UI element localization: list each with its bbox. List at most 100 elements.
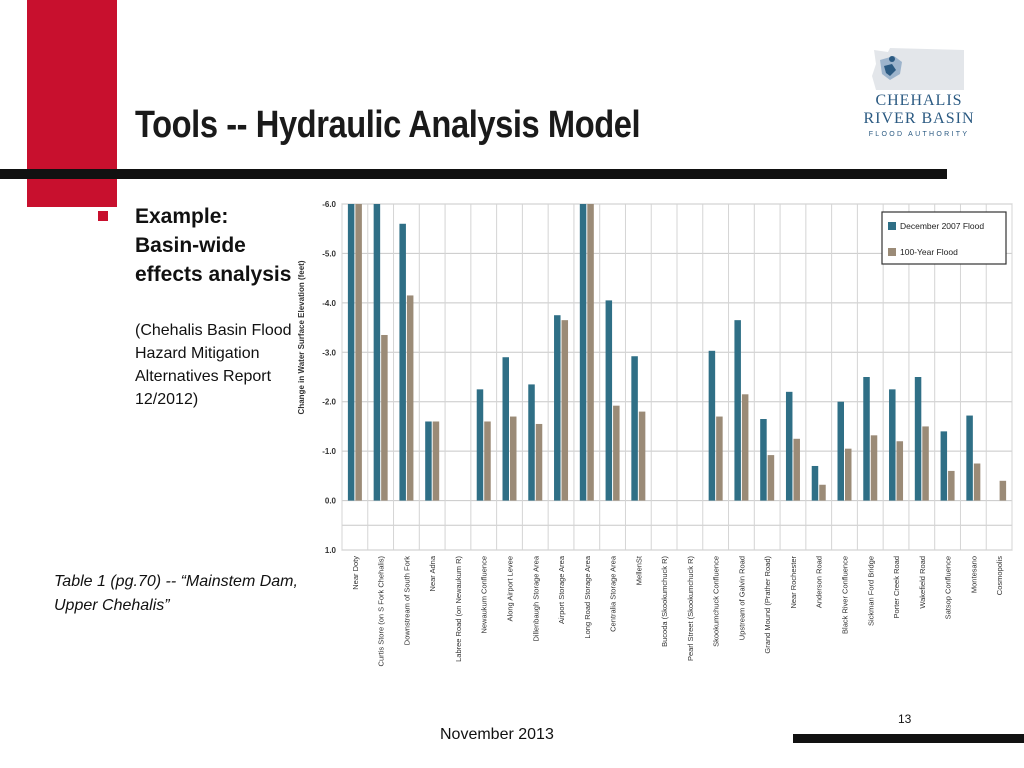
x-category-label: Upstream of Galvin Road xyxy=(737,556,746,640)
bar-100yr xyxy=(767,455,775,501)
bar-dec2007 xyxy=(631,356,638,501)
x-category-label: Curtis Store (on S Fork Chehalis) xyxy=(377,555,386,666)
footer-date: November 2013 xyxy=(440,726,554,743)
footer-bar xyxy=(793,734,1024,743)
bar-dec2007 xyxy=(528,384,535,501)
bar-dec2007 xyxy=(425,421,432,501)
y-tick-label: -1.0 xyxy=(322,447,336,456)
bar-dec2007 xyxy=(708,350,716,501)
y-tick-label: -2.0 xyxy=(322,398,336,407)
bar-dec2007 xyxy=(399,223,406,501)
table-caption: Table 1 (pg.70) -- “Mainstem Dam, Upper … xyxy=(54,573,298,614)
title-underline-bar xyxy=(0,169,947,179)
y-tick-label: 0.0 xyxy=(325,497,337,506)
bar-100yr xyxy=(948,470,955,501)
x-category-label: Black River Confluence xyxy=(841,556,850,634)
page-number: 13 xyxy=(898,712,912,726)
bar-dec2007 xyxy=(889,389,896,501)
bar-dec2007 xyxy=(863,377,870,501)
bar-100yr xyxy=(845,448,852,501)
x-category-label: Airport Storage Area xyxy=(557,555,566,624)
bar-dec2007 xyxy=(373,204,381,501)
x-category-label: Pearl Street (Skookumchuck R) xyxy=(686,556,695,662)
bar-chart: -6.0 -5.0 -4.0 -3.0 -2.0 -1.0 0.0 1.0 Change in … xyxy=(297,200,1013,666)
bar-dec2007 xyxy=(579,204,587,501)
bar-100yr xyxy=(587,204,594,501)
bar-dec2007 xyxy=(966,415,973,501)
x-category-label: Anderson Road xyxy=(815,556,824,608)
x-category-label: Cosmopolis xyxy=(995,556,1004,595)
y-tick-label: 1.0 xyxy=(325,546,337,555)
logo-text-line3: FLOOD AUTHORITY xyxy=(868,131,970,138)
x-category-label: Downstream of South Fork xyxy=(402,556,411,645)
legend-entry: 100-Year Flood xyxy=(900,247,958,257)
bar-dec2007 xyxy=(914,377,922,501)
bar-dec2007 xyxy=(502,357,509,501)
legend xyxy=(881,211,1007,265)
logo-text-line1: CHEHALIS xyxy=(875,92,963,109)
y-tick-label: -3.0 xyxy=(322,348,336,357)
x-category-label: MellenSt xyxy=(634,555,643,585)
x-category-label: Long Road Storage Area xyxy=(583,555,592,638)
chehalis-logo: CHEHALIS RIVER BASIN FLOOD AUTHORITY xyxy=(856,44,982,146)
bar-dec2007 xyxy=(785,391,793,501)
x-category-label: Skookumchuck Confluence xyxy=(712,556,721,647)
bar-100yr xyxy=(973,463,981,501)
bar-dec2007 xyxy=(811,465,819,501)
bar-dec2007 xyxy=(940,431,948,501)
bar-100yr xyxy=(896,441,904,501)
x-category-label: Grand Mound (Prather Road) xyxy=(763,556,772,654)
bullet-square-icon xyxy=(98,211,108,221)
legend-entry: December 2007 Flood xyxy=(900,221,984,231)
legend-swatch xyxy=(888,248,896,256)
x-category-label: Montesano xyxy=(969,556,978,593)
bar-dec2007 xyxy=(554,315,561,501)
bar-100yr xyxy=(999,480,1007,501)
x-category-label: Sickman Ford Bridge xyxy=(866,556,875,626)
bullet-heading: Example: Basin-wide effects analysis xyxy=(135,205,292,286)
x-category-label: Centralia Storage Area xyxy=(609,555,618,632)
legend-swatch xyxy=(888,222,896,230)
x-category-label: Labree Road (on Newaukum R) xyxy=(454,556,463,662)
bar-100yr xyxy=(922,426,929,501)
y-tick-label: -5.0 xyxy=(322,249,336,258)
bar-100yr xyxy=(793,438,800,501)
x-category-label: Dillenbaugh Storage Area xyxy=(531,555,540,641)
bar-100yr xyxy=(613,405,620,501)
bar-100yr xyxy=(510,416,517,501)
bar-100yr xyxy=(741,394,749,501)
bar-100yr xyxy=(484,421,491,501)
x-category-label: Bucoda (Skookumchuck R) xyxy=(660,556,669,647)
x-category-label: Porter Creek Road xyxy=(892,556,901,619)
bar-100yr xyxy=(638,411,646,501)
bar-dec2007 xyxy=(605,300,613,501)
bar-100yr xyxy=(561,320,569,501)
bar-100yr xyxy=(355,204,362,501)
bar-dec2007 xyxy=(760,419,767,501)
bar-dec2007 xyxy=(476,389,484,501)
bar-100yr xyxy=(535,423,543,501)
bar-100yr xyxy=(819,484,826,501)
x-category-label: Near Adna xyxy=(428,555,437,591)
bar-100yr xyxy=(716,416,723,501)
x-category-label: Satsop Confluence xyxy=(944,556,953,619)
bar-dec2007 xyxy=(837,401,844,501)
bar-100yr xyxy=(870,435,878,501)
y-tick-label: -6.0 xyxy=(322,200,336,209)
washington-map-icon xyxy=(872,48,964,90)
x-category-label: Near Rochester xyxy=(789,556,798,609)
x-category-label: Along Airport Levee xyxy=(506,556,515,621)
slide-title: Tools -- Hydraulic Analysis Model xyxy=(135,104,641,146)
y-axis-label: Change in Water Surface Elevation (feet) xyxy=(297,260,306,414)
logo-text-line2: RIVER BASIN xyxy=(863,110,975,127)
bar-dec2007 xyxy=(734,320,741,501)
bar-100yr xyxy=(432,421,440,501)
bar-100yr xyxy=(381,334,388,501)
bar-100yr xyxy=(406,295,414,501)
bar-dec2007 xyxy=(347,204,355,501)
x-category-label: Wakefield Road xyxy=(918,556,927,609)
bullet-subtext: (Chehalis Basin Flood Hazard Mitigation … xyxy=(135,322,292,408)
x-category-label: Near Doty xyxy=(351,556,360,590)
x-category-label: Newaukum Confluence xyxy=(480,556,489,634)
y-tick-label: -4.0 xyxy=(322,299,336,308)
